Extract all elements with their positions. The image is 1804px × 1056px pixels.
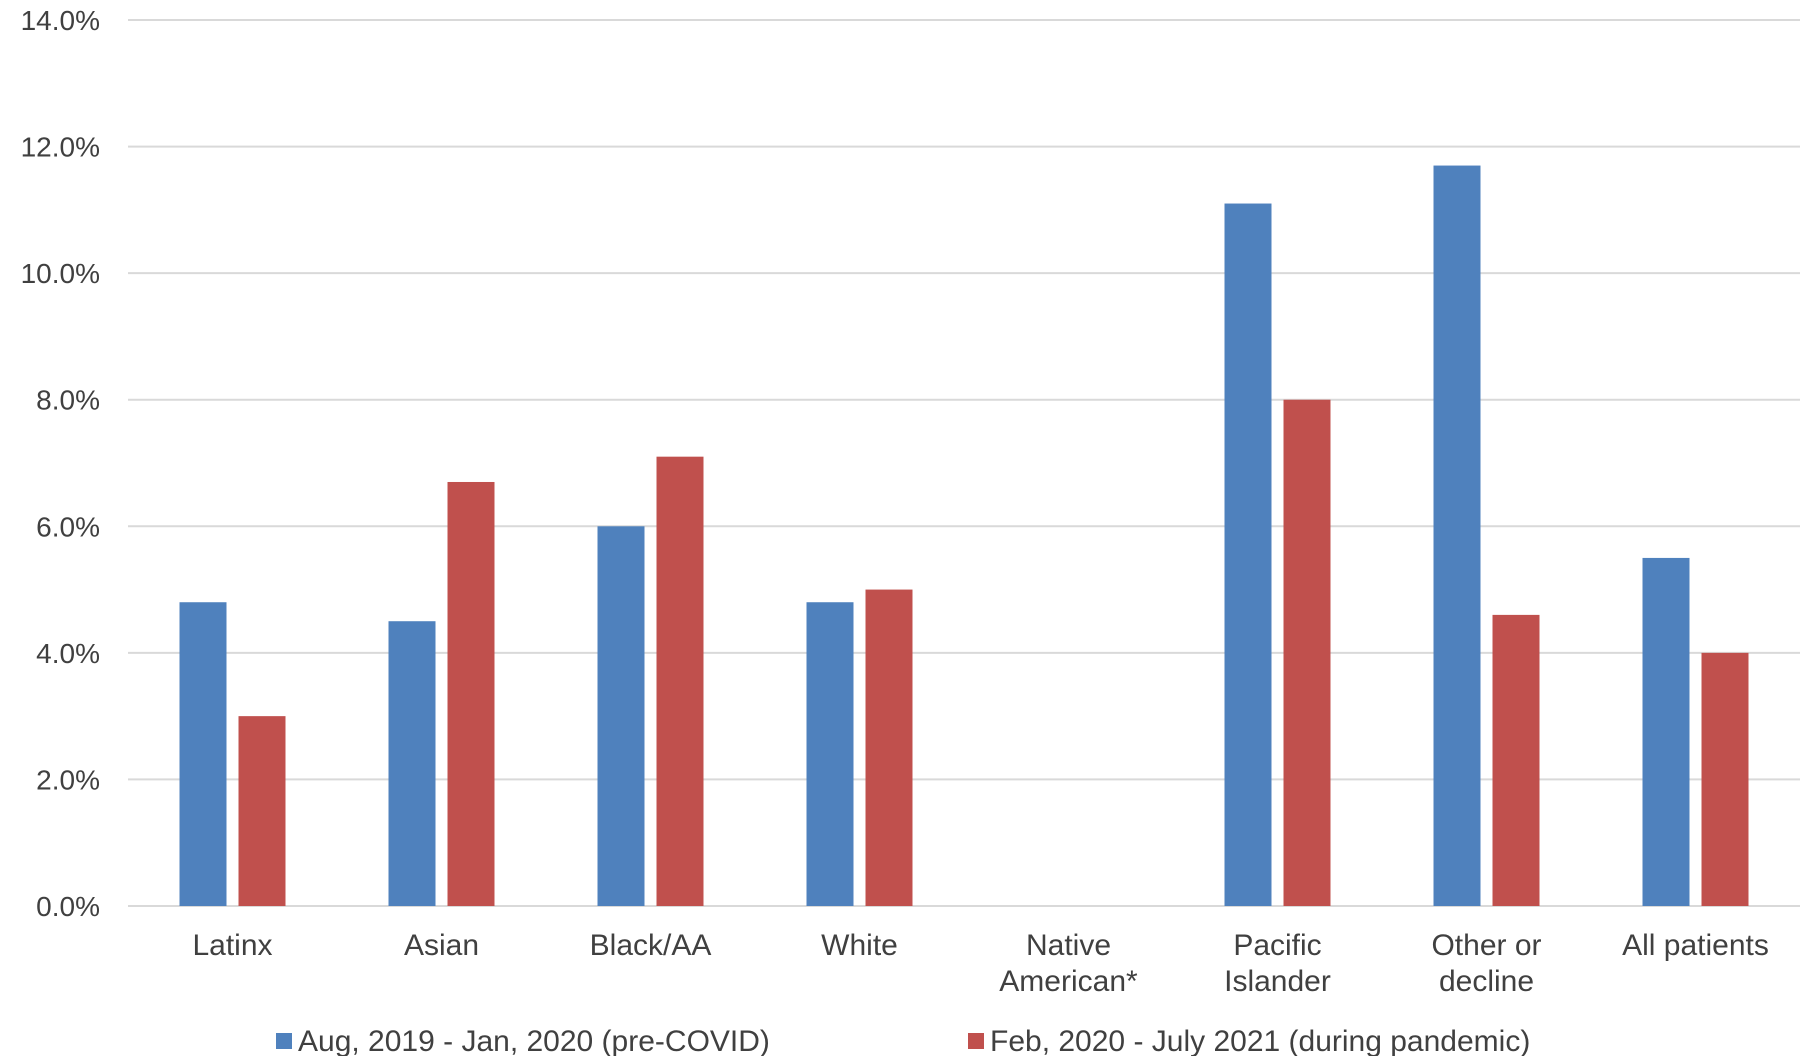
bars: [179, 165, 1749, 907]
legend-label: Aug, 2019 - Jan, 2020 (pre-COVID): [298, 1025, 770, 1056]
legend-swatch: [968, 1033, 984, 1049]
y-tick-label: 4.0%: [36, 638, 100, 669]
x-category-label: Black/AA: [590, 929, 712, 962]
bar-series-1: [806, 602, 854, 906]
x-category-label: Latinx: [192, 929, 272, 962]
bar-series-1: [1642, 557, 1690, 906]
y-tick-label: 8.0%: [36, 385, 100, 416]
x-axis-category-labels: Latinx Asian Black/AA White Native American* P…: [192, 929, 1768, 998]
x-category-label: Other or decline: [1431, 929, 1541, 998]
bar-series-2: [1283, 399, 1331, 906]
y-tick-label: 6.0%: [36, 511, 100, 542]
x-category-label: Asian: [404, 929, 479, 962]
y-tick-label: 0.0%: [36, 891, 100, 922]
bar-series-1: [1224, 203, 1272, 906]
legend-label: Feb, 2020 - July 2021 (during pandemic): [990, 1025, 1530, 1056]
legend-swatch: [276, 1033, 292, 1049]
bar-series-2: [1701, 652, 1749, 906]
bar-series-2: [656, 456, 704, 906]
x-category-label: Native American*: [999, 929, 1138, 998]
gridlines: [128, 19, 1800, 907]
y-tick-label: 12.0%: [21, 132, 100, 163]
bar-series-1: [388, 621, 436, 906]
bar-series-2: [1492, 614, 1540, 906]
bar-series-1: [179, 602, 227, 906]
y-tick-label: 2.0%: [36, 764, 100, 795]
x-category-label: White: [821, 929, 898, 962]
bar-series-1: [597, 526, 645, 906]
x-category-label: All patients: [1622, 929, 1769, 962]
bar-series-2: [447, 481, 495, 906]
bar-series-1: [1433, 165, 1481, 907]
bar-series-2: [238, 716, 286, 906]
legend: Aug, 2019 - Jan, 2020 (pre-COVID) Feb, 20…: [276, 1025, 1530, 1056]
y-tick-label: 10.0%: [21, 258, 100, 289]
bar-series-2: [865, 589, 913, 906]
y-tick-label: 14.0%: [21, 5, 100, 36]
y-axis-tick-labels: 0.0% 2.0% 4.0% 6.0% 8.0% 10.0% 12.0% 14.0%: [21, 5, 100, 922]
x-category-label: Pacific Islander: [1224, 929, 1331, 998]
